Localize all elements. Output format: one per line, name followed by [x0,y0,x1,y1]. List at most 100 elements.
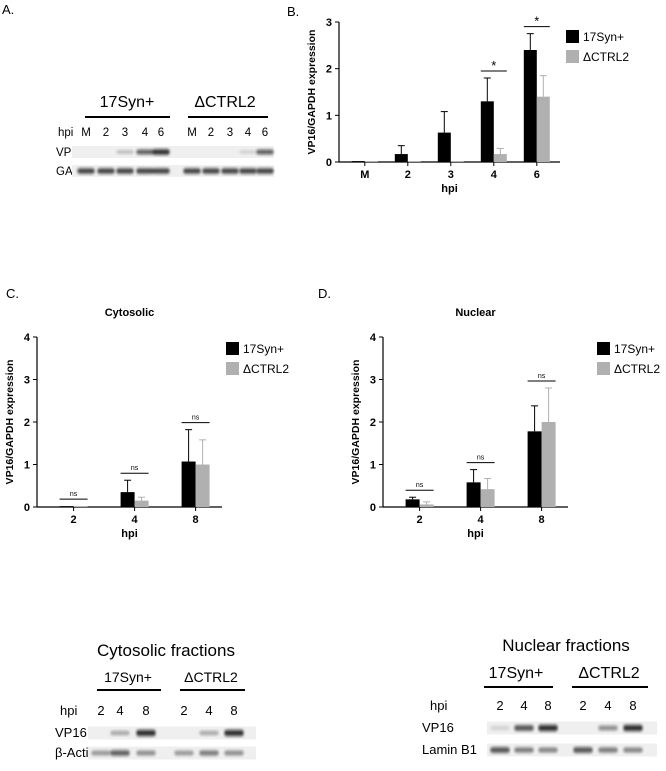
legend-label: 17Syn+ [583,30,624,44]
legend-label: ΔCTRL2 [583,50,629,64]
blot-band [538,723,558,733]
y-tick-label: 1 [370,460,376,472]
blot-band [514,746,534,754]
bar-ΔCTRL2 [134,500,149,507]
y-tick-label: 2 [370,417,376,429]
blot-band [538,746,558,754]
blot-band [136,148,154,156]
legend-swatch [226,362,239,375]
legend-label: ΔCTRL2 [614,362,660,376]
bar-ΔCTRL2 [195,464,210,507]
panel-label-b: B. [287,4,300,19]
chart-c: Cytosolic 0 1 2 3 4 VP16/GAPDH expression 2 4 8 hp… [4,307,289,540]
blot-band [573,745,593,755]
bar-17Syn+ [120,492,135,507]
lane-label: 3 [122,127,128,139]
blot-band [598,746,618,754]
x-axis-label: hpi [441,183,458,195]
significance-label: ns [192,415,200,422]
legend-swatch [566,30,579,43]
legend-swatch [597,362,610,375]
x-tick-label: 8 [539,514,545,526]
bar-ΔCTRL2 [536,96,550,162]
membrane-strip [72,146,274,158]
hpi-label: hpi [58,127,73,139]
y-axis-label: VP16/GAPDH expression [350,360,362,485]
blot-band [239,167,257,175]
lane-label: 2 [97,703,104,718]
x-tick-label: 6 [534,169,540,181]
row-label: β-Actin [55,745,96,760]
blot-band [152,148,170,156]
blot-band [256,148,274,156]
blot-band [97,167,115,175]
lane-label: 2 [180,703,187,718]
lane-label: 3 [227,127,233,139]
blot-nuclear: Nuclear fractions 17Syn+ ΔCTRL2 hpi 2 4 8 2 4 8 VP… [422,636,657,757]
lane-label: 8 [142,703,149,718]
bar-ΔCTRL2 [541,422,556,507]
blot-band [623,723,643,733]
blot-band [199,749,219,757]
y-tick-label: 2 [326,64,332,76]
y-axis-label: VP16/GAPDH expression [4,360,16,485]
blot-band [199,729,219,737]
bar-ΔCTRL2 [419,504,434,507]
bar-17Syn+ [181,461,196,507]
x-tick-label: 4 [491,169,498,181]
bar-17Syn+ [351,161,365,162]
blot-layer: 17Syn+ΔCTRL2hpiM2346M2346VP16GAPDHCytoso… [55,94,657,760]
group-label: 17Syn+ [104,669,152,685]
chart-title: Nuclear [455,307,496,319]
lane-label: 6 [262,127,268,139]
lane-label: 4 [142,127,149,139]
lane-label: 4 [604,698,611,713]
y-tick-label: 2 [24,417,30,429]
significance-label: * [491,58,496,73]
significance-label: ns [70,491,78,498]
blot-band [110,729,130,737]
bar-17Syn+ [405,499,420,507]
x-tick-label: 4 [478,514,485,526]
legend-swatch [566,50,579,63]
lane-label: 4 [520,698,527,713]
y-tick-label: 0 [24,502,30,514]
lane-label: 4 [245,127,252,139]
bar-ΔCTRL2 [73,506,88,507]
lane-label: 8 [629,698,636,713]
x-axis-label: hpi [121,528,138,540]
y-tick-label: 4 [370,332,377,344]
legend-label: 17Syn+ [614,342,655,356]
chart-title: Cytosolic [105,307,155,319]
blot-band [136,167,154,175]
x-tick-label: M [360,169,369,181]
chart-b: 0 1 2 3 VP16/GAPDH expression M 2 3 4 6 hpi * * 17Syn… [306,14,629,195]
blot-band [224,749,244,757]
x-tick-label: 2 [405,169,411,181]
blot-title: Cytosolic fractions [97,641,235,660]
y-tick-label: 3 [326,17,332,29]
y-tick-label: 3 [370,375,376,387]
bar-ΔCTRL2 [364,161,378,162]
blot-band [239,149,257,155]
chart-d: Nuclear 0 1 2 3 4 VP16/GAPDH expression 2 4 8 hpi n… [350,307,660,540]
lane-label: 4 [116,703,123,718]
bar-17Syn+ [480,101,494,162]
significance-label: ns [131,465,139,472]
bar-17Syn+ [59,506,74,507]
blot-band [152,167,170,175]
blot-band [183,167,201,175]
blot-band [598,724,618,732]
bar-ΔCTRL2 [480,489,495,507]
y-tick-label: 1 [24,460,30,472]
blot-band [91,749,111,757]
blot-band [514,723,534,733]
lane-label: 2 [496,698,503,713]
row-label: Lamin B1 [422,742,477,757]
blot-title: Nuclear fractions [502,636,630,655]
blot-band [202,167,220,175]
blot-band [224,728,244,738]
x-tick-label: 2 [71,514,77,526]
